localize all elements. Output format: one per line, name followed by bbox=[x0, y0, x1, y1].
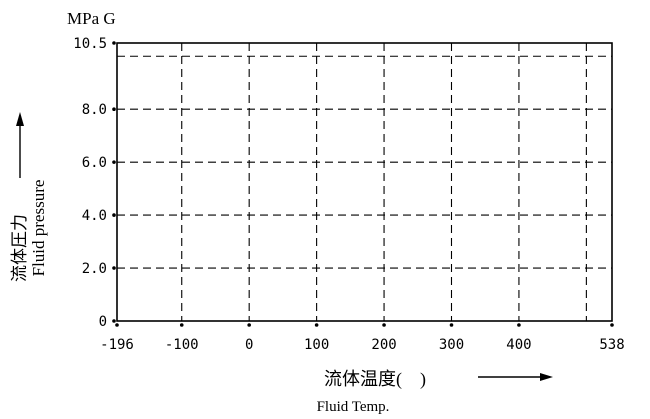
x-tick-label: 538 bbox=[599, 337, 624, 353]
x-tick-label: -196 bbox=[100, 337, 134, 353]
x-axis-arrow bbox=[478, 373, 553, 381]
y-tick-mark bbox=[112, 41, 116, 45]
y-tick-label: 0 bbox=[99, 314, 107, 330]
x-tick-label: 400 bbox=[506, 337, 531, 353]
x-tick-mark bbox=[314, 323, 319, 327]
x-tick-mark bbox=[179, 323, 184, 327]
y-tick-mark bbox=[112, 319, 116, 323]
x-tick-label: -100 bbox=[165, 337, 199, 353]
x-tick-mark bbox=[610, 323, 614, 327]
y-tick-label: 6.0 bbox=[82, 155, 107, 171]
y-tick-mark bbox=[112, 160, 116, 164]
x-axis-label-jp: 流体温度( ) bbox=[324, 369, 426, 390]
x-tick-label: 100 bbox=[304, 337, 329, 353]
y-tick-label: 4.0 bbox=[82, 208, 107, 224]
y-axis-unit-label: MPa G bbox=[67, 9, 116, 28]
x-axis-label-en: Fluid Temp. bbox=[317, 399, 390, 415]
x-tick-mark bbox=[449, 323, 454, 327]
grid-lines bbox=[117, 43, 612, 321]
x-tick-mark bbox=[382, 323, 386, 327]
x-tick-mark bbox=[247, 323, 251, 327]
y-tick-mark bbox=[112, 107, 116, 111]
y-axis-label-en: Fluid pressure bbox=[29, 180, 48, 277]
y-tick-mark bbox=[112, 266, 116, 270]
x-tick-label: 200 bbox=[371, 337, 396, 353]
y-axis-ticks: 0 2.0 4.0 6.0 8.0 10.5 bbox=[73, 36, 116, 330]
y-tick-label: 10.5 bbox=[73, 36, 107, 52]
y-tick-mark bbox=[112, 213, 116, 217]
y-axis-arrow bbox=[16, 112, 24, 178]
x-tick-label: 300 bbox=[439, 337, 464, 353]
y-axis-label-jp: 流体圧力 bbox=[10, 214, 29, 282]
plot-frame bbox=[116, 42, 613, 322]
x-axis-ticks: -196 -100 0 100 200 300 400 538 bbox=[100, 323, 625, 353]
x-tick-mark bbox=[517, 323, 521, 327]
x-tick-mark bbox=[115, 323, 119, 327]
x-tick-label: 0 bbox=[245, 337, 253, 353]
y-tick-label: 8.0 bbox=[82, 102, 107, 118]
y-tick-label: 2.0 bbox=[82, 261, 107, 277]
